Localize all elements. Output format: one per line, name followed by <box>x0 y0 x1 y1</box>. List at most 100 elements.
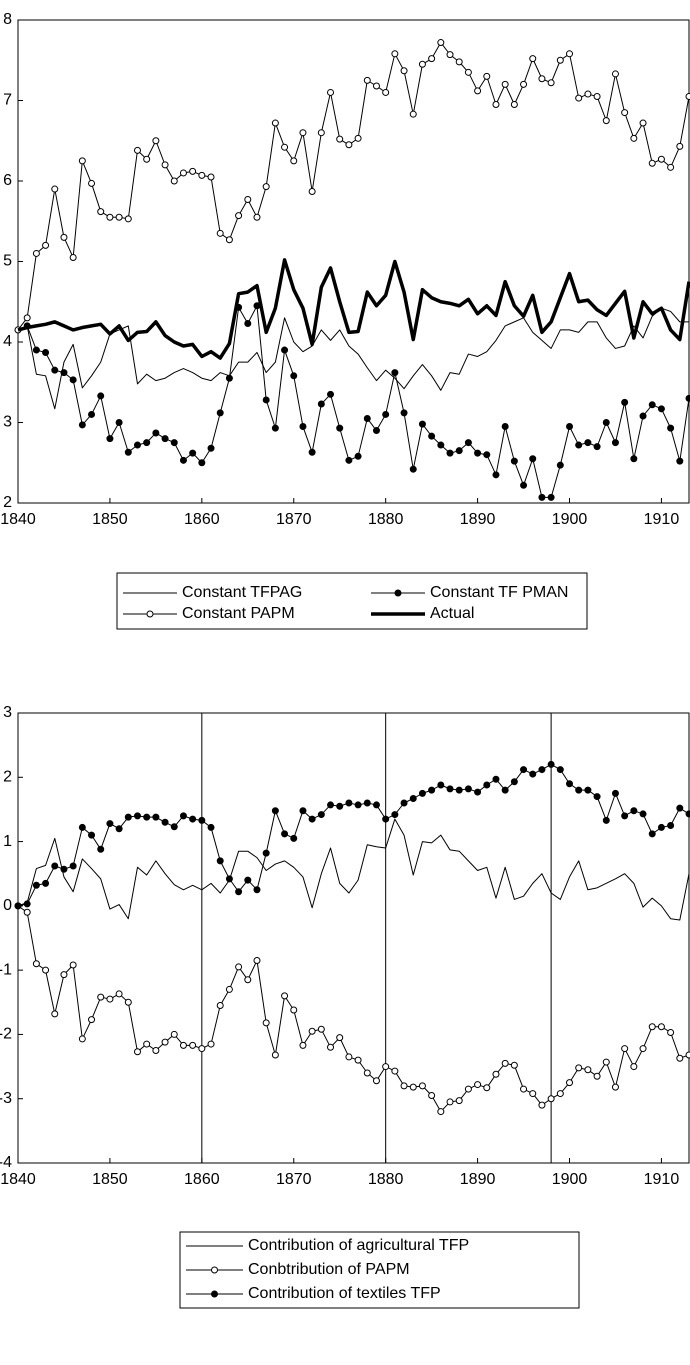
marker <box>327 390 335 398</box>
marker <box>225 985 233 993</box>
marker <box>483 781 491 789</box>
marker <box>428 55 436 63</box>
marker <box>455 786 463 794</box>
marker <box>253 886 261 894</box>
marker <box>78 157 86 165</box>
marker <box>464 68 472 76</box>
marker <box>685 394 690 402</box>
marker <box>225 236 233 244</box>
marker <box>510 1061 518 1069</box>
series-line <box>17 763 690 907</box>
marker <box>106 213 114 221</box>
marker <box>464 439 472 447</box>
legend-marker <box>211 1290 218 1298</box>
marker <box>455 58 463 66</box>
marker <box>575 786 583 794</box>
x-tick-label: 1890 <box>460 1171 496 1188</box>
x-tick-label: 1850 <box>92 511 128 528</box>
marker <box>225 875 233 883</box>
marker <box>648 1023 656 1031</box>
marker <box>372 801 380 809</box>
x-tick-label: 1840 <box>0 511 36 528</box>
marker <box>327 801 335 809</box>
marker <box>437 39 445 47</box>
legend-label: Contribution of textiles TFP <box>248 1285 441 1302</box>
marker <box>244 976 252 984</box>
marker <box>115 213 123 221</box>
marker <box>593 1072 601 1080</box>
marker <box>216 1002 224 1009</box>
marker <box>657 1023 665 1031</box>
legend-label: Constant TF PMAN <box>430 584 568 601</box>
marker <box>106 995 114 1003</box>
marker <box>189 1041 197 1049</box>
marker <box>602 419 610 426</box>
marker <box>51 1010 59 1018</box>
marker <box>382 410 390 418</box>
marker <box>161 161 169 169</box>
marker <box>216 409 224 417</box>
marker <box>32 960 40 968</box>
marker <box>621 1045 629 1053</box>
marker <box>538 1101 546 1109</box>
marker <box>262 183 270 191</box>
marker <box>630 807 638 815</box>
marker <box>152 429 160 437</box>
marker <box>630 1063 638 1071</box>
y-tick-label: 7 <box>3 92 12 109</box>
marker <box>216 857 224 865</box>
y-tick-label: 3 <box>3 704 12 721</box>
marker <box>529 1090 537 1098</box>
marker <box>676 457 684 465</box>
marker <box>566 780 574 788</box>
marker <box>189 815 197 823</box>
marker <box>143 439 151 447</box>
marker <box>510 778 518 786</box>
legend-marker <box>394 589 402 597</box>
marker <box>400 1082 408 1090</box>
marker <box>648 159 656 167</box>
marker <box>281 830 289 838</box>
marker <box>170 439 178 447</box>
marker <box>336 135 344 143</box>
marker <box>88 1016 96 1024</box>
x-tick-label: 1910 <box>644 511 680 528</box>
marker <box>161 435 169 443</box>
marker <box>32 249 40 257</box>
marker <box>60 369 68 377</box>
marker <box>115 990 123 998</box>
marker <box>492 471 500 479</box>
x-tick-label: 1860 <box>184 511 220 528</box>
marker <box>345 456 353 464</box>
plot-frame <box>17 712 690 1164</box>
marker <box>667 822 675 829</box>
marker <box>520 481 528 489</box>
marker <box>60 865 68 873</box>
marker <box>630 134 638 142</box>
marker <box>621 812 629 820</box>
marker <box>363 1069 371 1077</box>
x-tick-label: 1890 <box>460 511 496 528</box>
marker <box>621 109 629 117</box>
marker <box>575 1064 583 1072</box>
marker <box>611 439 619 447</box>
marker <box>483 451 491 459</box>
marker <box>474 788 482 796</box>
y-tick-label: -1 <box>0 961 12 978</box>
legend-label: Actual <box>430 605 474 622</box>
marker <box>124 448 132 456</box>
marker <box>198 171 206 179</box>
marker <box>657 405 665 413</box>
marker <box>281 143 289 151</box>
marker <box>648 401 656 409</box>
marker <box>106 820 114 828</box>
y-tick-label: -3 <box>0 1090 12 1107</box>
marker <box>281 992 289 1000</box>
marker <box>657 823 665 831</box>
marker <box>51 366 59 374</box>
marker <box>400 799 408 807</box>
marker <box>428 1092 436 1099</box>
x-tick-label: 1850 <box>92 1171 128 1188</box>
y-tick-label: 6 <box>3 172 12 189</box>
